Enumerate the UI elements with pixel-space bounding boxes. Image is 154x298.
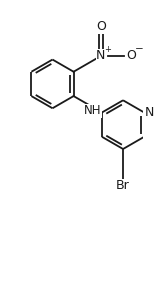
Text: N: N [96, 49, 105, 63]
Text: NH: NH [84, 104, 101, 117]
Text: −: − [135, 44, 144, 54]
Text: O: O [126, 49, 136, 63]
Text: O: O [96, 20, 106, 33]
Text: N: N [145, 106, 154, 119]
Text: Br: Br [116, 179, 130, 192]
Text: +: + [104, 45, 111, 54]
